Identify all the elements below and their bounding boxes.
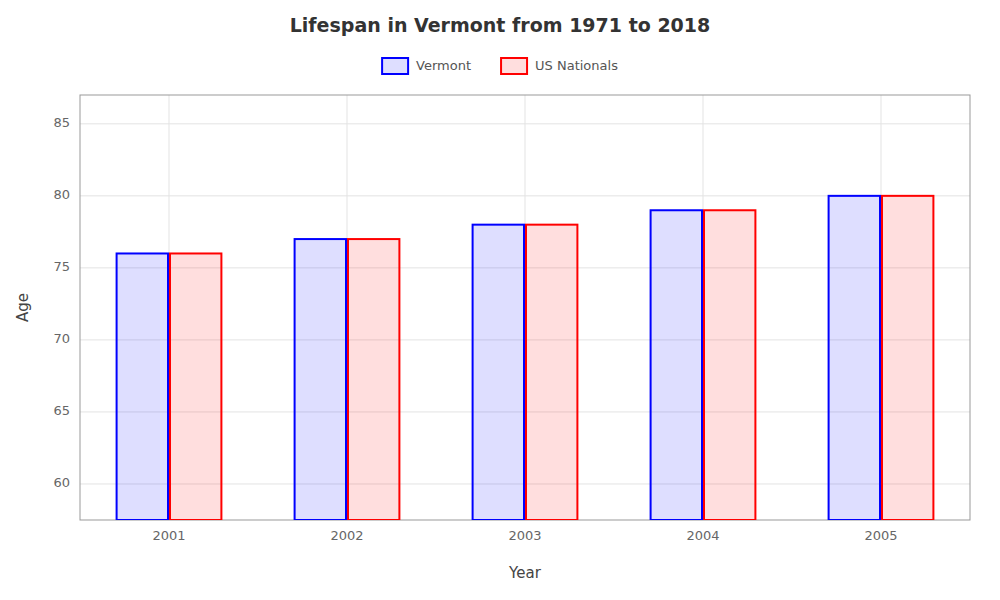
legend: Vermont US Nationals — [382, 58, 618, 75]
background — [0, 0, 1000, 600]
x-tick-label: 2001 — [152, 528, 185, 543]
bar — [526, 225, 577, 520]
x-axis-label: Year — [508, 564, 542, 582]
x-tick-label: 2005 — [864, 528, 897, 543]
grid — [80, 95, 970, 520]
bar — [473, 225, 524, 520]
bar — [295, 239, 346, 520]
plot-frame — [80, 95, 970, 520]
bar — [882, 196, 933, 520]
y-tick-label: 75 — [53, 259, 70, 274]
y-tick-label: 80 — [53, 187, 70, 202]
y-axis-label: Age — [14, 293, 32, 322]
legend-swatch — [501, 58, 527, 74]
bar — [704, 210, 755, 520]
y-tick-label: 60 — [53, 475, 70, 490]
title: Lifespan in Vermont from 1971 to 2018 — [290, 14, 711, 36]
x-tick-label: 2003 — [508, 528, 541, 543]
chart: 60 65 70 75 80 85 2001 2002 2003 2004 2005 Lifespan… — [0, 0, 1000, 600]
bars — [117, 196, 934, 520]
y-tick-label: 65 — [53, 403, 70, 418]
legend-swatch — [382, 58, 408, 74]
bar — [348, 239, 399, 520]
x-tick-label: 2002 — [330, 528, 363, 543]
bar — [117, 253, 168, 520]
legend-label: Vermont — [416, 58, 471, 73]
y-tick-label: 70 — [53, 331, 70, 346]
bar — [829, 196, 880, 520]
bar — [170, 253, 221, 520]
legend-label: US Nationals — [535, 58, 618, 73]
bar — [651, 210, 702, 520]
y-tick-label: 85 — [53, 115, 70, 130]
legend-item: US Nationals — [501, 58, 618, 75]
legend-item: Vermont — [382, 58, 471, 75]
x-tick-label: 2004 — [686, 528, 719, 543]
